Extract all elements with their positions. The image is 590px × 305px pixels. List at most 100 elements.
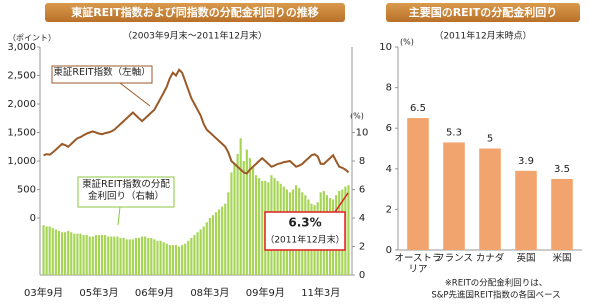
y2-tick-label: 4 <box>359 213 365 224</box>
bar <box>224 203 227 275</box>
x-tick-label: 11年3月 <box>301 286 340 299</box>
y-tick-label: 3,000 <box>7 42 36 53</box>
x-tick-label-box: フランス <box>435 253 473 264</box>
bar <box>153 239 156 275</box>
y2-tick-label: 0 <box>359 270 365 281</box>
legend-label-box: 東証REIT指数（左軸） <box>53 67 151 78</box>
bar <box>239 138 242 275</box>
x-tick-label-box: オーストラリア <box>394 253 442 275</box>
x-tick-label: オーストラリア <box>394 253 442 275</box>
bar <box>199 229 202 275</box>
y-tick-label: 8 <box>386 83 392 94</box>
x-tick-label: 米国 <box>552 253 572 264</box>
bar <box>181 245 184 275</box>
bar <box>54 229 57 275</box>
bar <box>193 235 196 275</box>
value-label: 3.5 <box>554 164 570 175</box>
bar <box>119 237 122 275</box>
bar <box>218 209 221 275</box>
bar <box>258 178 261 275</box>
bar <box>159 240 162 275</box>
bar <box>64 232 67 275</box>
value-label: 6.5 <box>410 103 426 114</box>
bar <box>125 239 128 275</box>
bar <box>208 218 211 275</box>
bar <box>137 237 141 275</box>
bar <box>171 245 174 275</box>
bar <box>131 239 134 275</box>
legend-arrow <box>117 206 121 226</box>
bar <box>79 233 82 275</box>
chart-subtitle: （2003年9月末～2011年12月末） <box>123 30 267 42</box>
bar <box>177 246 181 275</box>
x-tick-label-box: 英国 <box>516 253 536 264</box>
bar <box>67 230 70 275</box>
x-tick-label: 05年3月 <box>79 286 118 299</box>
bar <box>88 236 91 275</box>
bar <box>100 235 104 275</box>
x-tick-label: 08年3月 <box>190 286 229 299</box>
bar <box>196 232 199 275</box>
callout-value: 6.3% <box>288 216 321 230</box>
bar <box>42 225 45 275</box>
bar <box>144 236 147 275</box>
bar <box>150 237 153 275</box>
bar <box>60 232 64 275</box>
bar <box>211 215 215 275</box>
bar <box>82 235 85 275</box>
y2-tick-label: 10 <box>356 128 369 139</box>
chart-title: 東証REIT指数および同指数の分配金利回りの推移 <box>71 5 319 19</box>
bar <box>70 232 73 275</box>
x-tick-label: フランス <box>435 253 473 264</box>
bar <box>202 226 205 275</box>
legend-label-box: 東証REIT指数の分配金利回り（右軸） <box>82 179 170 202</box>
x-tick-label-box: 米国 <box>552 253 572 264</box>
bar <box>227 192 230 275</box>
line <box>43 68 350 175</box>
y-tick-label: 0 <box>30 213 36 224</box>
bar <box>242 161 245 275</box>
value-label: 5.3 <box>446 127 462 138</box>
bar <box>479 148 501 250</box>
bar <box>168 245 171 275</box>
bar <box>407 118 429 250</box>
x-tick-label-box: カナダ <box>476 253 505 264</box>
bar <box>221 206 224 275</box>
bar <box>443 142 465 250</box>
chart-title: 主要国のREITの分配金利回り <box>409 5 558 19</box>
bar <box>85 235 88 275</box>
y-tick-label: 2,500 <box>7 71 36 82</box>
bar <box>94 235 97 275</box>
y-tick-label: 1,500 <box>7 128 36 139</box>
bar <box>134 237 138 275</box>
y-tick-label: 1,000 <box>7 156 36 167</box>
value-label: 3.9 <box>518 156 534 167</box>
bar <box>230 172 233 275</box>
bar <box>116 236 119 275</box>
bar <box>248 158 251 275</box>
bar <box>261 180 264 275</box>
y-tick-label: 0 <box>386 245 392 256</box>
legend-box <box>77 176 175 208</box>
bar <box>51 227 54 275</box>
chart-subtitle: （2011年12月末時点） <box>434 30 531 42</box>
bar <box>76 233 79 275</box>
y-tick-label: 2,000 <box>7 99 36 110</box>
x-tick-label: 09年9月 <box>246 286 285 299</box>
bar <box>184 243 187 275</box>
bar <box>165 243 168 275</box>
bar <box>214 212 218 275</box>
bar <box>236 153 239 275</box>
bar <box>162 242 165 275</box>
bar <box>233 163 236 275</box>
bar <box>107 236 110 275</box>
legend-label: 東証REIT指数（左軸） <box>53 67 151 78</box>
bar <box>251 166 255 275</box>
bar <box>110 236 113 275</box>
y-tick-label: 500 <box>17 185 36 196</box>
y2-axis-label: (%) <box>350 112 364 121</box>
bar <box>187 240 190 275</box>
bar <box>245 149 248 275</box>
y2-tick-label: 6 <box>359 185 365 196</box>
x-tick-label: 英国 <box>516 253 536 264</box>
